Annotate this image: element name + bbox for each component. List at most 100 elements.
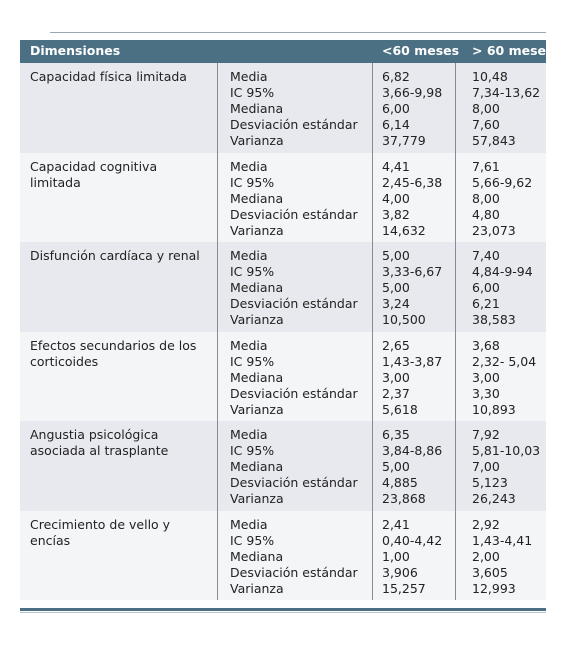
stat-label: Mediana xyxy=(230,369,284,385)
stat-label: Varianza xyxy=(230,580,284,596)
bottom-rule-thin xyxy=(20,612,546,613)
value: 4,80 xyxy=(472,206,500,222)
stat-label: Desviación estándar xyxy=(230,206,358,222)
value: 7,61 xyxy=(472,158,500,174)
stat-label: Media xyxy=(230,248,268,263)
value: 10,48 xyxy=(472,69,508,84)
value: 38,583 xyxy=(472,312,516,327)
stat-label: Desviación estándar xyxy=(230,296,358,311)
header-cell: > 60 meses xyxy=(472,43,554,58)
value: 2,00 xyxy=(472,548,500,564)
stat-label: Varianza xyxy=(230,312,284,327)
value: 3,30 xyxy=(472,385,500,401)
value: 7,34-13,62 xyxy=(472,85,541,100)
stat-label: IC 95% xyxy=(230,85,275,100)
stat-label: Media xyxy=(230,427,268,442)
value: 14,632 xyxy=(382,222,426,238)
stat-label: Desviación estándar xyxy=(230,117,358,132)
stat-label: Varianza xyxy=(230,222,284,238)
dimension: Crecimiento de vello y encías xyxy=(30,516,171,548)
value: 15,257 xyxy=(382,580,426,596)
value: 3,84-8,86 xyxy=(382,443,443,458)
value: 3,906 xyxy=(382,564,418,580)
value: 5,618 xyxy=(382,401,418,417)
bottom-rule xyxy=(20,608,546,611)
row-bg xyxy=(20,242,546,332)
header-cell: <60 meses xyxy=(382,43,460,58)
dimension: Capacidad cognitiva limitada xyxy=(30,158,158,190)
stat-label: IC 95% xyxy=(230,353,275,369)
column-rule xyxy=(455,63,456,600)
row-bg xyxy=(20,63,546,153)
value: 2,37 xyxy=(382,385,410,401)
value: 3,24 xyxy=(382,296,410,311)
stat-label: Mediana xyxy=(230,280,284,295)
value: 12,993 xyxy=(472,580,516,596)
value: 23,868 xyxy=(382,491,426,506)
value: 2,65 xyxy=(382,337,410,353)
value: 0,40-4,42 xyxy=(382,532,443,548)
stat-label: Media xyxy=(230,516,268,532)
value: 6,00 xyxy=(472,280,500,295)
value: 4,41 xyxy=(382,158,410,174)
value: 1,43-3,87 xyxy=(382,353,443,369)
value: 2,41 xyxy=(382,516,410,532)
value: 5,00 xyxy=(382,459,410,474)
value: 3,66-9,98 xyxy=(382,85,443,100)
value: 4,885 xyxy=(382,475,418,490)
stat-label: Media xyxy=(230,337,268,353)
value: 7,00 xyxy=(472,459,500,474)
value: 1,43-4,41 xyxy=(472,532,533,548)
dimension: Disfunción cardíaca y renal xyxy=(30,248,200,263)
row-bg xyxy=(20,421,546,511)
value: 5,81-10,03 xyxy=(472,443,541,458)
stat-label: Desviación estándar xyxy=(230,385,358,401)
value: 4,00 xyxy=(382,190,410,206)
value: 7,40 xyxy=(472,248,500,263)
stat-label: Mediana xyxy=(230,459,284,474)
header-bar xyxy=(20,40,546,63)
dimension: Angustia psicológica asociada al traspla… xyxy=(30,427,169,458)
stat-label: Desviación estándar xyxy=(230,564,358,580)
column-rule xyxy=(217,63,218,600)
value: 6,35 xyxy=(382,427,410,442)
column-rule xyxy=(372,63,373,600)
header-cell: Dimensiones xyxy=(30,43,121,58)
stat-label: Varianza xyxy=(230,133,284,148)
value: 6,00 xyxy=(382,101,410,116)
stat-label: IC 95% xyxy=(230,443,275,458)
value: 10,893 xyxy=(472,401,516,417)
value: 8,00 xyxy=(472,190,500,206)
dimension: Capacidad física limitada xyxy=(30,69,187,84)
top-rule xyxy=(50,32,546,33)
value: 3,82 xyxy=(382,206,410,222)
value: 8,00 xyxy=(472,101,500,116)
value: 4,84-9-94 xyxy=(472,264,533,279)
value: 5,66-9,62 xyxy=(472,174,533,190)
stat-label: IC 95% xyxy=(230,264,275,279)
value: 7,92 xyxy=(472,427,500,442)
value: 2,32- 5,04 xyxy=(472,353,537,369)
value: 1,00 xyxy=(382,548,410,564)
stat-label: Mediana xyxy=(230,548,284,564)
stat-label: Mediana xyxy=(230,190,284,206)
row-bg xyxy=(20,510,546,600)
value: 3,00 xyxy=(382,369,410,385)
value: 3,605 xyxy=(472,564,508,580)
stat-label: Mediana xyxy=(230,101,284,116)
value: 2,45-6,38 xyxy=(382,174,443,190)
value: 5,00 xyxy=(382,280,410,295)
value: 23,073 xyxy=(472,222,516,238)
row-bg xyxy=(20,152,546,242)
value: 5,00 xyxy=(382,248,410,263)
dimension: Efectos secundarios de los corticoides xyxy=(30,337,197,369)
stat-label: Varianza xyxy=(230,401,284,417)
value: 26,243 xyxy=(472,491,516,506)
stat-label: IC 95% xyxy=(230,532,275,548)
value: 2,92 xyxy=(472,516,500,532)
value: 6,14 xyxy=(382,117,410,132)
value: 57,843 xyxy=(472,133,516,148)
value: 3,68 xyxy=(472,337,500,353)
value: 6,82 xyxy=(382,69,410,84)
